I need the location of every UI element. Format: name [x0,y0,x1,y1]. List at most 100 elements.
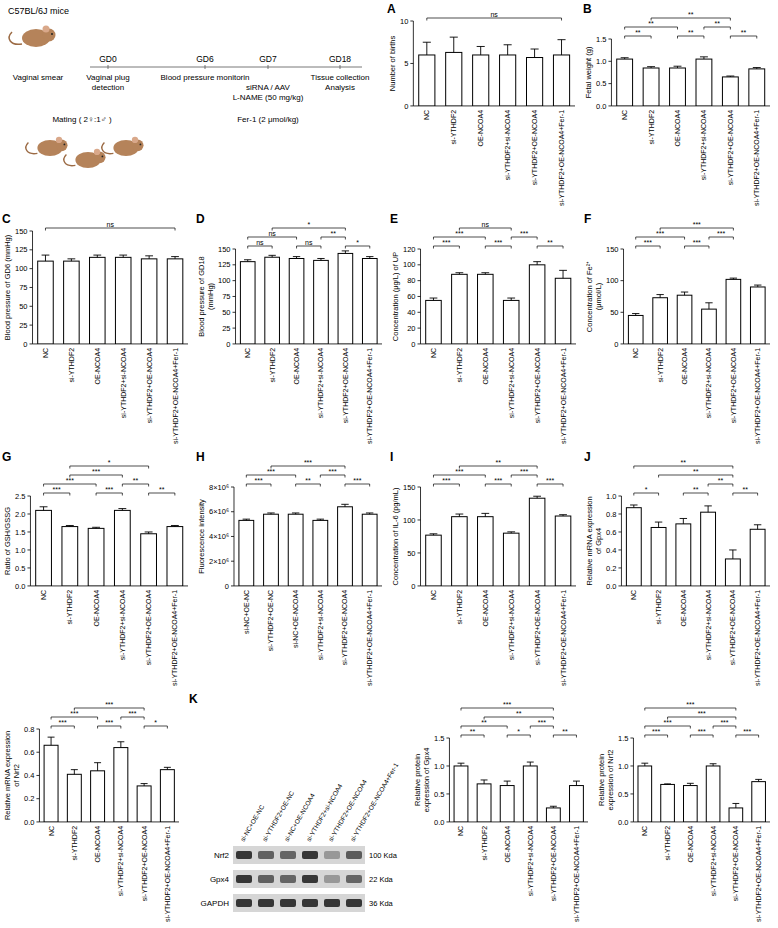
blot-band [280,875,296,883]
marks [239,504,377,586]
bar [696,59,712,106]
panel-letter: E [390,212,398,226]
significance-bracket [485,484,511,487]
error-bar [164,767,171,769]
mouse-ear [132,137,138,143]
tick-mark [446,793,449,794]
tick-mark [410,21,413,22]
error-bar [559,515,567,516]
tick-mark [233,249,236,250]
error-bar [704,506,711,512]
significance-bracket [461,726,507,729]
bar [750,287,765,344]
bar [555,516,571,586]
tick-mark [27,549,30,550]
bar [114,510,130,586]
tick-label: 0.6 [24,748,34,757]
axis-title-line: Relative mRNA expression [585,496,594,585]
significance-label: *** [520,230,528,237]
category-label: si-NC+OE-NC [243,590,250,634]
error-bar [40,507,48,511]
significance-label: ns [490,11,498,18]
tick-mark [618,531,621,532]
blot-panel: Ksi-NC+OE-NCsi-YTHDF2+OE-NCsi-NC+OE-NCOA… [189,692,400,912]
significance-bracket [144,726,167,729]
tick-mark [418,585,421,586]
timeline-tick [268,65,269,69]
tick-label: 80 [407,276,415,285]
significance-label: *** [105,719,113,726]
mouse-icon [9,26,55,48]
tick-mark [410,63,413,64]
error-bar [430,298,438,300]
significance-label: *** [520,468,528,475]
category-label: si-YTHDF2 [71,826,78,861]
category-label: OE-NCOA4 [504,826,511,863]
significance-label: *** [353,477,361,484]
bar [477,784,491,822]
axis-title-line: of Nrf2 [12,764,21,787]
tick-mark [30,325,33,326]
timeline-diagram: C57BL/6J miceVaginal smearGD0Vaginal plu… [8,6,369,168]
tick-mark [618,513,621,514]
significance-label: ** [470,728,476,735]
bar [137,786,151,822]
significance-bracket [634,466,733,469]
significance-bracket [45,228,175,231]
significance-label: ** [688,11,694,18]
bar [446,52,462,106]
error-bar [366,513,373,514]
tick-mark [36,821,39,822]
category-label: si-YTHDF2 [456,590,463,625]
category-label: si-YTHDF2 [655,590,662,625]
step-text: Vaginal plug [86,73,129,82]
y-axis [32,231,33,344]
error-bar [92,527,100,528]
category-label: si-YTHDF2+OE-NCOA4 [534,590,541,665]
panel: NCsi-YTHDF2OE-NCOA4si-YTHDF2+si-NCOA4si-… [597,701,770,922]
category-label: si-YTHDF2 [66,590,73,625]
bar [570,786,584,822]
significance-label: *** [717,230,725,237]
bar [44,745,58,822]
significance-bracket [730,36,756,39]
category-label: si-YTHDF2+OE-NCOA4+Fer-1 [755,826,762,922]
y-axis [233,487,234,586]
axis-title-line: Fetal weight (g) [584,46,593,98]
bar [452,517,468,586]
bar [653,298,668,344]
tick-mark [608,105,611,106]
tick-mark [608,83,611,84]
axis-title-line: Blood pressure of GD6 (mmHg) [3,234,12,340]
tick-mark [410,105,413,106]
x-axis [421,343,576,344]
step-text: siRNA / AAV [246,83,291,92]
significance-bracket [507,735,530,738]
error-bar [66,525,74,526]
error-bar [681,292,688,295]
significance-bracket [248,246,272,249]
bar [617,59,633,106]
tick-mark [231,487,234,488]
y-axis [413,21,414,106]
tick-label: 150 [403,483,416,492]
bar [62,527,78,586]
significance-label: * [645,486,648,493]
significance-bracket [625,36,651,39]
category-label: NC [430,348,437,358]
mouse-tail [102,143,113,154]
tick-label: 150 [218,245,231,254]
significance-bracket [70,466,149,469]
significance-label: ns [256,239,264,246]
error-bar [268,255,275,257]
tick-mark [618,549,621,550]
error-bar [680,518,687,523]
panel: NCsi-YTHDF2OE-NCOA4si-YTHDF2+si-NCOA4si-… [390,212,576,444]
x-axis [39,821,179,822]
tick-mark [233,280,236,281]
tick-mark [618,567,621,568]
significance-bracket [272,228,345,231]
tick-mark [621,249,624,250]
tick-label: 1.0 [15,546,25,555]
blot-band [258,851,274,859]
